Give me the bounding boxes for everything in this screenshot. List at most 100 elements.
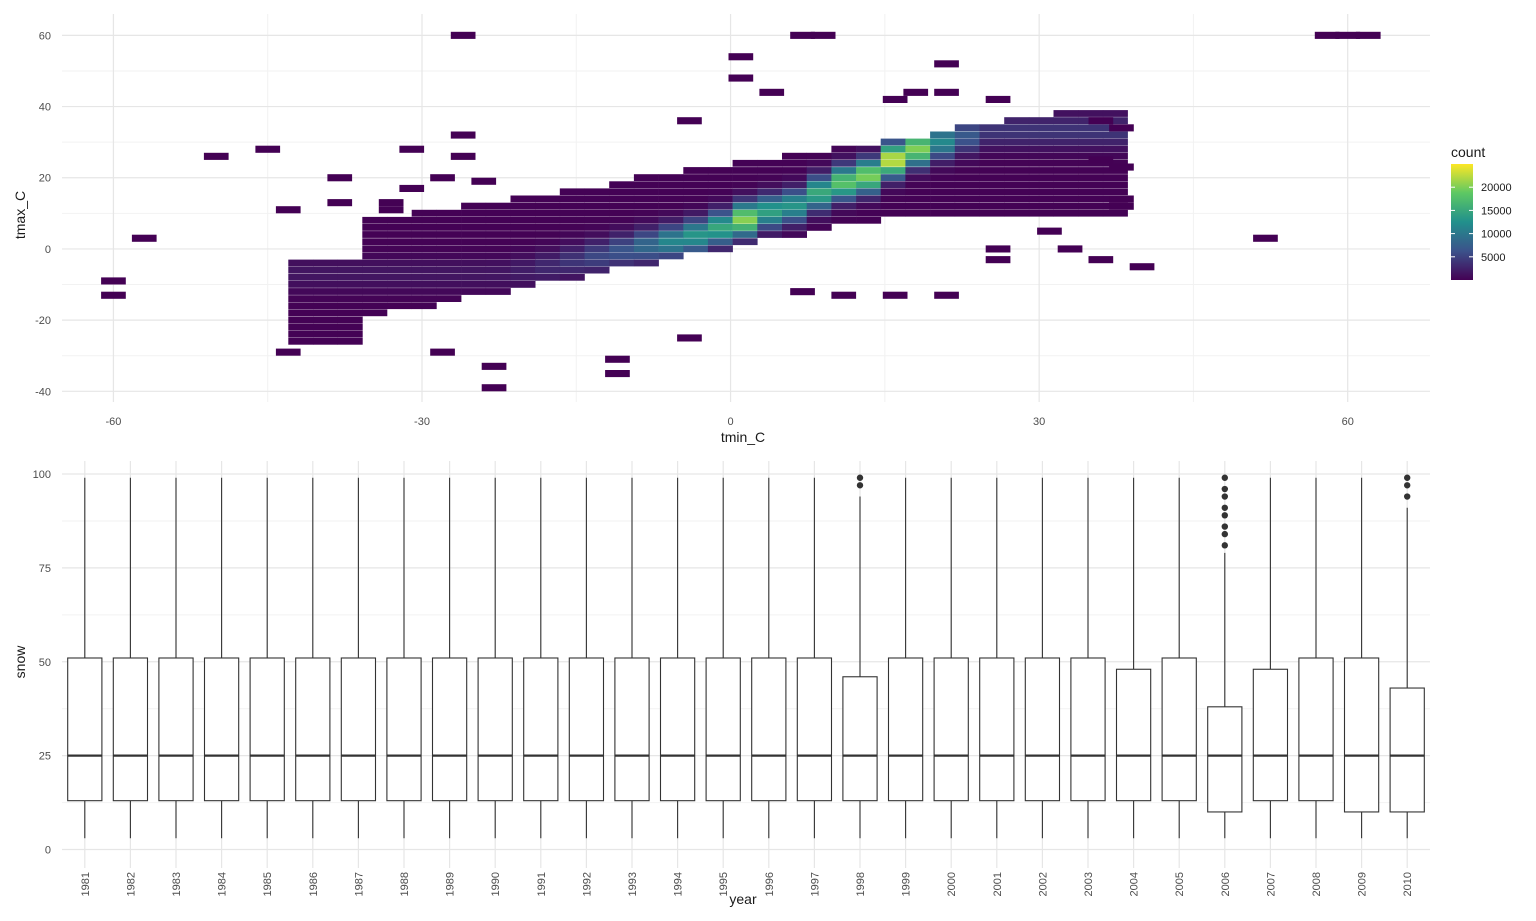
boxplot-x-tick-label: 2001 <box>992 872 1004 896</box>
heatmap-tile <box>1004 209 1030 217</box>
heatmap-tile <box>387 281 412 288</box>
heatmap-tile <box>609 195 635 203</box>
heatmap-tile <box>510 224 536 231</box>
boxplot-x-tick-label: 2002 <box>1037 872 1049 896</box>
legend-break-label: 5000 <box>1481 252 1505 264</box>
heatmap-tile <box>387 266 412 274</box>
heatmap-tile <box>930 145 956 153</box>
heatmap-tile <box>707 238 733 246</box>
heatmap-tile <box>461 224 487 231</box>
heatmap-tile <box>535 273 561 281</box>
heatmap-tile <box>461 238 487 246</box>
heatmap-tile <box>658 174 684 181</box>
boxplot-iqr-rect <box>614 657 650 802</box>
boxplot-box <box>614 477 650 839</box>
heatmap-tile <box>609 181 635 189</box>
boxplot-box <box>203 477 240 839</box>
heatmap-tile <box>633 216 659 224</box>
heatmap-tile <box>559 216 585 224</box>
heatmap-tile <box>609 202 635 210</box>
heatmap-tile <box>658 188 684 196</box>
heatmap-tile <box>559 266 585 274</box>
heatmap-outlier-tile <box>934 88 959 96</box>
heatmap-tile <box>856 145 882 153</box>
boxplot-box <box>158 477 194 839</box>
heatmap-x-tick-label: -60 <box>105 416 121 428</box>
boxplot-box <box>705 477 741 839</box>
boxplot-iqr-rect <box>751 657 787 802</box>
boxplot-x-tick-label: 2005 <box>1174 872 1186 896</box>
heatmap-tile <box>806 174 832 181</box>
heatmap-tile <box>1028 145 1054 153</box>
heatmap-tile <box>1053 181 1079 189</box>
heatmap-tile <box>387 259 412 267</box>
heatmap-tile <box>510 202 536 210</box>
heatmap-tile <box>954 209 980 217</box>
heatmap-outlier-tile <box>327 174 353 182</box>
heatmap-tile <box>683 209 709 217</box>
heatmap-tile <box>313 316 338 324</box>
boxplot-iqr-rect <box>340 657 377 802</box>
heatmap-tile <box>362 238 388 246</box>
heatmap-tile <box>757 159 783 167</box>
boxplot-iqr-rect <box>796 657 833 802</box>
heatmap-tile <box>1078 181 1104 189</box>
heatmap-tile <box>1078 167 1104 174</box>
heatmap-outlier-tile <box>450 31 476 39</box>
heatmap-tile <box>732 195 758 203</box>
heatmap-tile <box>757 195 783 203</box>
heatmap-tile <box>806 195 832 203</box>
boxplot-iqr-rect <box>112 657 149 802</box>
heatmap-tile <box>831 145 857 153</box>
heatmap-tile <box>757 224 783 231</box>
heatmap-outlier-tile <box>934 60 959 68</box>
heatmap-tile <box>387 238 412 246</box>
heatmap-tile <box>1053 159 1079 167</box>
heatmap-tile <box>707 202 733 210</box>
boxplot-y-tick-labels: 0 25 50 75 100 <box>33 469 51 857</box>
heatmap-tile <box>782 152 807 160</box>
heatmap-x-tick-label: 60 <box>1342 416 1354 428</box>
heatmap-tile <box>436 252 462 260</box>
heatmap-tile <box>806 181 832 189</box>
boxplot-iqr-rect <box>1070 657 1106 802</box>
boxplot-box <box>1161 477 1197 839</box>
boxplot-box <box>1298 477 1334 839</box>
heatmap-tile <box>535 266 561 274</box>
heatmap-tile <box>411 252 437 260</box>
heatmap-tile <box>584 188 610 196</box>
heatmap-outlier-tile <box>903 88 929 96</box>
boxplot-box <box>249 477 285 839</box>
heatmap-outlier-tile <box>1314 31 1340 39</box>
heatmap-tile <box>1053 117 1079 124</box>
heatmap-tile <box>732 209 758 217</box>
boxplot-box <box>340 477 377 839</box>
heatmap-tile <box>757 188 783 196</box>
heatmap-tile <box>757 216 783 224</box>
heatmap-tile <box>1028 131 1054 139</box>
heatmap-outlier-tile <box>985 95 1011 103</box>
heatmap-tile <box>1053 195 1079 203</box>
heatmap-outlier-tile <box>430 174 455 182</box>
heatmap-tile <box>905 145 931 153</box>
boxplot-x-tick-label: 1998 <box>855 872 867 896</box>
heatmap-outlier-tile <box>605 355 630 363</box>
heatmap-tile <box>633 195 659 203</box>
boxplot-iqr-rect <box>659 657 696 802</box>
boxplot-x-tick-label: 1987 <box>353 872 365 896</box>
heatmap-tile <box>485 266 511 274</box>
heatmap-tile <box>362 302 388 310</box>
heatmap-tile <box>658 238 684 246</box>
heatmap-tile <box>485 288 511 295</box>
heatmap-tile <box>1004 145 1030 153</box>
heatmap-tile <box>954 167 980 174</box>
heatmap-tile <box>288 316 314 324</box>
heatmap-tile <box>1053 138 1079 146</box>
boxplot-iqr-rect <box>979 657 1015 802</box>
heatmap-outlier-tile <box>481 384 507 392</box>
heatmap-tile <box>288 273 314 281</box>
legend-break-label: 15000 <box>1481 205 1512 217</box>
heatmap-tile <box>288 266 314 274</box>
heatmap-tile <box>806 188 832 196</box>
heatmap-outlier-tile <box>759 88 785 96</box>
